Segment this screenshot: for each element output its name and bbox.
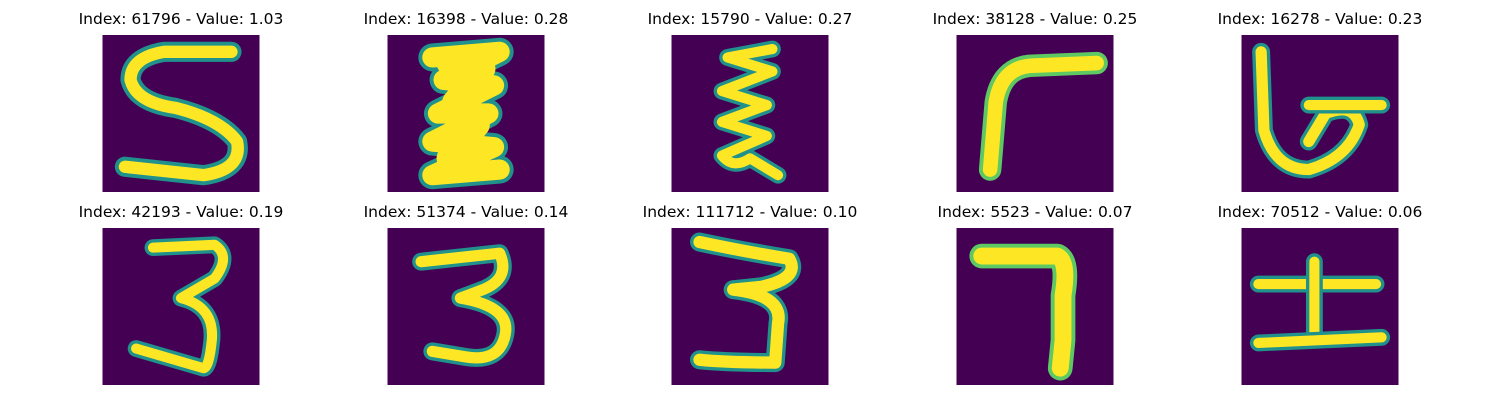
digit-image-hook xyxy=(956,35,1114,192)
digit-panel-5: Index: 16278 - Value: 0.23 xyxy=(1175,8,1465,193)
digit-image-loop xyxy=(1241,35,1399,192)
panel-title: Index: 111712 - Value: 0.10 xyxy=(642,203,858,221)
panel-title: Index: 15790 - Value: 0.27 xyxy=(647,10,853,28)
digit-image-3 xyxy=(671,228,829,385)
digit-panel-9: Index: 5523 - Value: 0.07 xyxy=(890,201,1180,386)
digit-panel-8: Index: 111712 - Value: 0.10 xyxy=(605,201,895,386)
digit-panel-2: Index: 16398 - Value: 0.28 xyxy=(321,8,611,193)
digit-image-5 xyxy=(102,35,260,192)
digit-panel-4: Index: 38128 - Value: 0.25 xyxy=(890,8,1180,193)
panel-title: Index: 16398 - Value: 0.28 xyxy=(363,10,569,28)
panel-title: Index: 42193 - Value: 0.19 xyxy=(78,203,284,221)
panel-title: Index: 61796 - Value: 1.03 xyxy=(78,10,284,28)
digit-image-7 xyxy=(956,228,1114,385)
digit-panel-6: Index: 42193 - Value: 0.19 xyxy=(36,201,326,386)
digit-image-scribble xyxy=(387,35,545,192)
panel-title: Index: 5523 - Value: 0.07 xyxy=(937,203,1133,221)
digit-image-3 xyxy=(102,228,260,385)
panel-title: Index: 51374 - Value: 0.14 xyxy=(363,203,569,221)
panel-title: Index: 16278 - Value: 0.23 xyxy=(1217,10,1423,28)
digit-image-i-bar xyxy=(1241,228,1399,385)
panel-title: Index: 70512 - Value: 0.06 xyxy=(1217,203,1423,221)
digit-image-zigzag xyxy=(671,35,829,192)
digit-panel-10: Index: 70512 - Value: 0.06 xyxy=(1175,201,1465,386)
digit-panel-3: Index: 15790 - Value: 0.27 xyxy=(605,8,895,193)
digit-image-3 xyxy=(387,228,545,385)
panel-title: Index: 38128 - Value: 0.25 xyxy=(932,10,1138,28)
digit-panel-7: Index: 51374 - Value: 0.14 xyxy=(321,201,611,386)
digit-panel-1: Index: 61796 - Value: 1.03 xyxy=(36,8,326,193)
